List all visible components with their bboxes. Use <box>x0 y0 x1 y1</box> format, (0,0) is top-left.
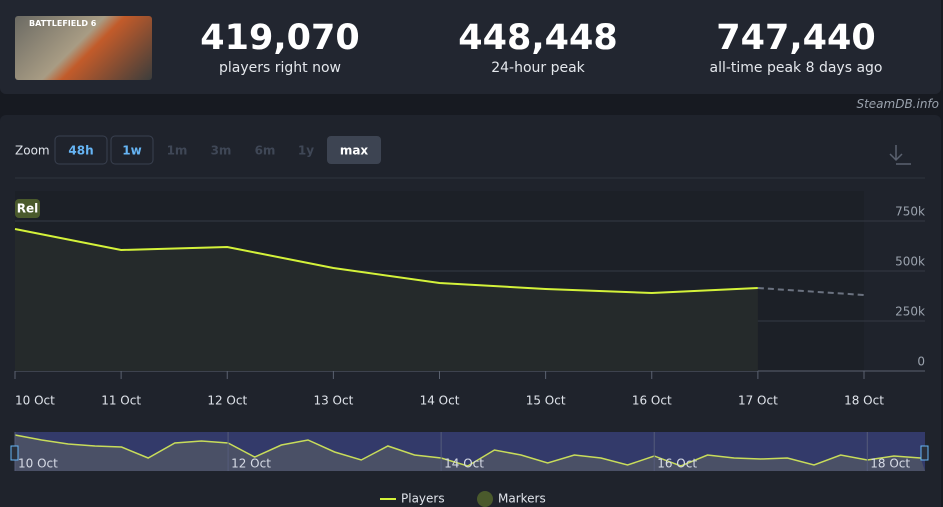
stats-panel: BATTLEFIELD 6 419,070 players right now 4… <box>0 0 941 94</box>
download-icon[interactable] <box>889 145 911 165</box>
y-tick-label: 0 <box>917 355 925 369</box>
x-tick-label: 12 Oct <box>207 394 247 408</box>
y-tick-label: 750k <box>895 205 925 219</box>
marker-label: Rel <box>17 202 39 216</box>
area-fill <box>15 229 758 371</box>
navigator-tick-label: 12 Oct <box>231 457 271 471</box>
game-thumbnail: BATTLEFIELD 6 <box>15 16 152 80</box>
stat-value: 747,440 <box>716 18 876 58</box>
stat-label: players right now <box>219 60 341 76</box>
zoom-button-label[interactable]: 1y <box>298 144 314 158</box>
zoom-button-label[interactable]: 6m <box>255 144 276 158</box>
x-tick-label: 15 Oct <box>526 394 566 408</box>
legend-label: Markers <box>498 492 546 506</box>
x-tick-label: 14 Oct <box>420 394 460 408</box>
navigator-area <box>15 435 925 471</box>
stat-value: 448,448 <box>458 18 618 58</box>
x-tick-label: 17 Oct <box>738 394 778 408</box>
navigator-handle[interactable] <box>10 445 19 461</box>
zoom-button[interactable] <box>110 135 154 165</box>
navigator-tick-label: 18 Oct <box>870 457 910 471</box>
navigator-line <box>14 434 921 467</box>
stat-label: 24-hour peak <box>491 60 585 76</box>
legend-label: Players <box>401 492 445 506</box>
zoom-button-label[interactable]: 48h <box>68 144 93 158</box>
zoom-button-label[interactable]: 3m <box>211 144 232 158</box>
forecast-line <box>757 287 865 296</box>
zoom-button-label[interactable]: 1m <box>167 144 188 158</box>
stat: 448,448 24-hour peak <box>408 16 668 76</box>
x-tick-label: 16 Oct <box>632 394 672 408</box>
zoom-button[interactable] <box>327 136 381 164</box>
zoom-button-label[interactable]: 1w <box>122 144 141 158</box>
legend-swatch <box>477 491 493 507</box>
navigator-tick-label: 14 Oct <box>444 457 484 471</box>
stat-label: all-time peak 8 days ago <box>709 60 883 76</box>
zoom-label: Zoom <box>15 144 50 158</box>
zoom-button[interactable] <box>54 135 108 165</box>
credit: SteamDB.info <box>856 97 939 111</box>
navigator-tick-label: 16 Oct <box>657 457 697 471</box>
stat: 419,070 players right now <box>150 16 410 76</box>
stat-value: 419,070 <box>200 18 360 58</box>
stat: 747,440 all-time peak 8 days ago <box>666 16 926 76</box>
x-tick-label: 11 Oct <box>101 394 141 408</box>
y-tick-label: 250k <box>895 305 925 319</box>
x-tick-label: 13 Oct <box>313 394 353 408</box>
navigator-tick-label: 10 Oct <box>18 457 58 471</box>
x-tick-label: 18 Oct <box>844 394 884 408</box>
y-tick-label: 500k <box>895 255 925 269</box>
series-line <box>14 228 758 295</box>
game-title: BATTLEFIELD 6 <box>29 19 97 28</box>
zoom-button-label[interactable]: max <box>340 144 369 158</box>
navigator-handle[interactable] <box>920 445 929 461</box>
x-tick-label: 10 Oct <box>15 394 55 408</box>
marker <box>15 199 40 218</box>
